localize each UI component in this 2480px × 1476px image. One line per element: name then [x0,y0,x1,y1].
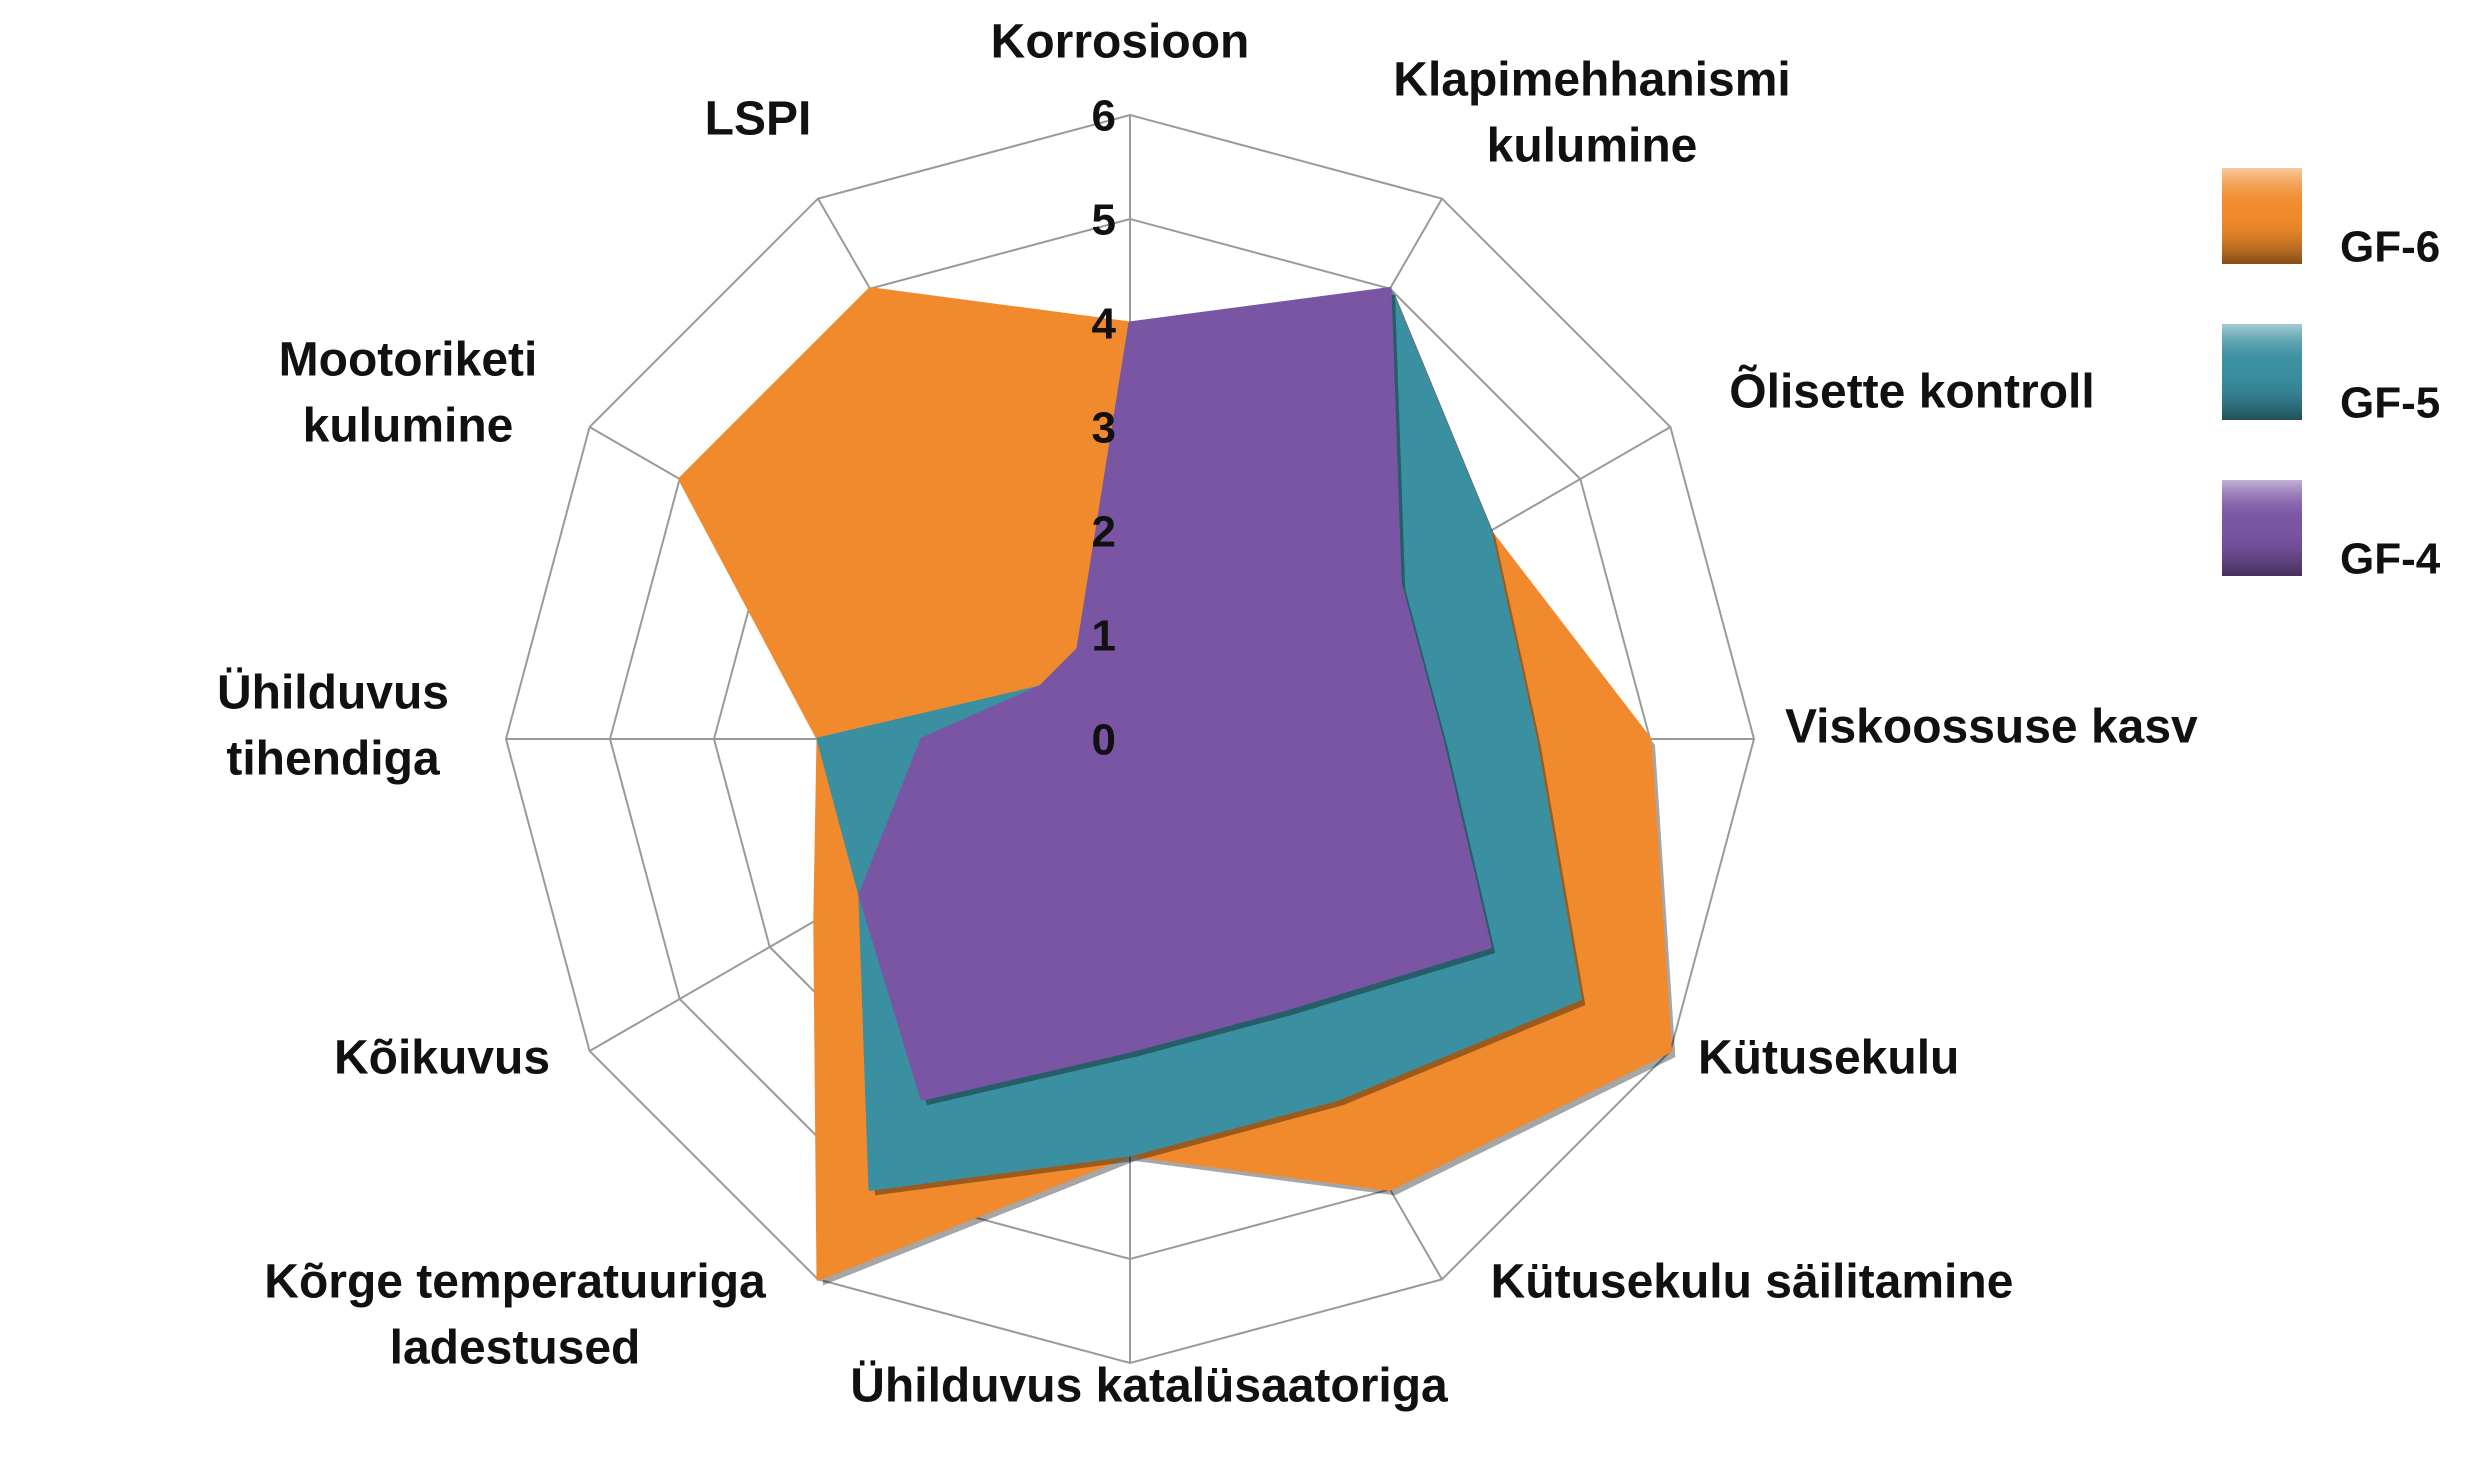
axis-label: Ühilduvus [217,667,449,720]
tick-label: 3 [1092,404,1116,453]
legend-swatch-shade [2222,168,2302,264]
series-area [858,287,1492,1101]
axis-label: Klapimehhanismi [1393,54,1790,107]
axis-label: Korrosioon [991,16,1250,69]
legend-swatch-shade [2222,480,2302,576]
legend-label: GF-5 [2340,379,2440,428]
axis-label: Kütusekulu säilitamine [1491,1256,2014,1309]
axis-label: Mootoriketi [279,334,538,387]
legend-label: GF-4 [2340,535,2441,584]
axis-label: Kütusekulu [1698,1032,1959,1085]
axis-label: LSPI [705,93,812,146]
axis-label: tihendiga [226,733,440,786]
tick-label: 2 [1092,508,1116,557]
tick-label: 0 [1092,716,1116,765]
axis-label: kulumine [1487,120,1698,173]
tick-label: 5 [1092,196,1116,245]
axis-label: ladestused [390,1322,641,1375]
axis-label: Õlisette kontroll [1729,364,2094,419]
tick-label: 1 [1092,612,1116,661]
legend-label: GF-6 [2340,223,2440,272]
tick-label: 4 [1092,300,1117,349]
tick-label: 6 [1092,92,1116,141]
axis-label: Kõikuvus [334,1032,550,1085]
axis-label: Ühilduvus katalüsaatoriga [850,1360,1448,1413]
axis-label: Viskoossuse kasv [1785,701,2198,754]
axis-label: Kõrge temperatuuriga [264,1256,766,1309]
legend-swatch-shade [2222,324,2302,420]
axis-label: kulumine [303,400,514,453]
